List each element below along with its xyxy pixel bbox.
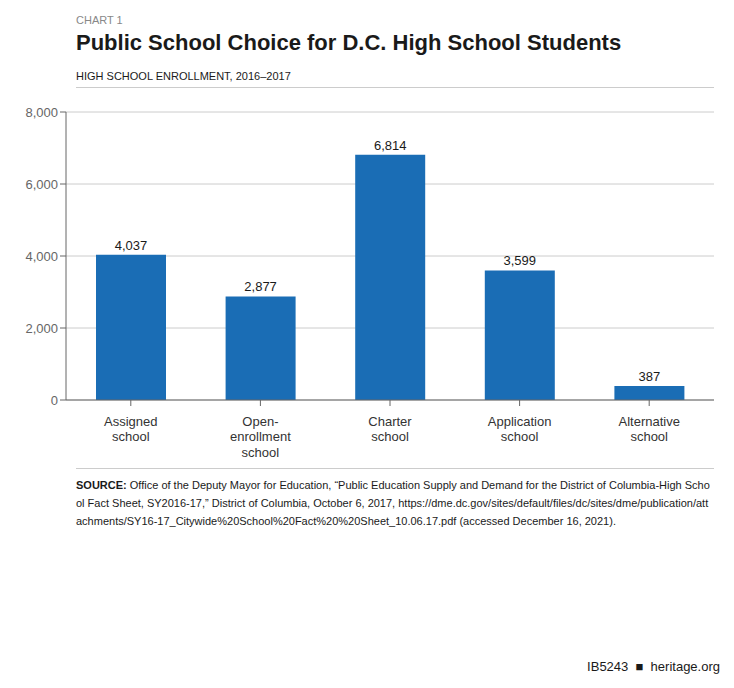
svg-text:0: 0 [51, 393, 58, 408]
svg-text:Applicationschool: Applicationschool [488, 414, 552, 445]
svg-text:387: 387 [639, 369, 661, 384]
html-text:SOURCE: Office of the Deputy M: SOURCE: Office of the Deputy Mayor for E… [76, 479, 710, 527]
html-text:Public School Choice for D.C.: Public School Choice for D.C. High Schoo… [76, 30, 622, 55]
svg-text:Alternativeschool: Alternativeschool [618, 414, 679, 445]
svg-text:6,000: 6,000 [25, 177, 58, 192]
html-text:HIGH SCHOOL ENROLLMENT, 2016–2: HIGH SCHOOL ENROLLMENT, 2016–2017 [76, 70, 291, 83]
html-text:CHART 1: CHART 1 [76, 14, 123, 26]
svg-text:2,000: 2,000 [25, 321, 58, 336]
svg-text:8,000: 8,000 [25, 105, 58, 120]
svg-text:4,000: 4,000 [25, 249, 58, 264]
html-text:IB5243 ■ heritage.org: IB5243 ■ heritage.org [587, 659, 720, 674]
svg-text:Charterschool: Charterschool [368, 414, 412, 445]
svg-text:2,877: 2,877 [244, 280, 277, 295]
svg-text:Assignedschool: Assignedschool [104, 414, 157, 445]
svg-text:6,814: 6,814 [374, 138, 407, 153]
svg-text:Open-enrollmentschool: Open-enrollmentschool [230, 414, 291, 460]
svg-text:4,037: 4,037 [115, 238, 148, 253]
svg-text:3,599: 3,599 [504, 254, 537, 269]
